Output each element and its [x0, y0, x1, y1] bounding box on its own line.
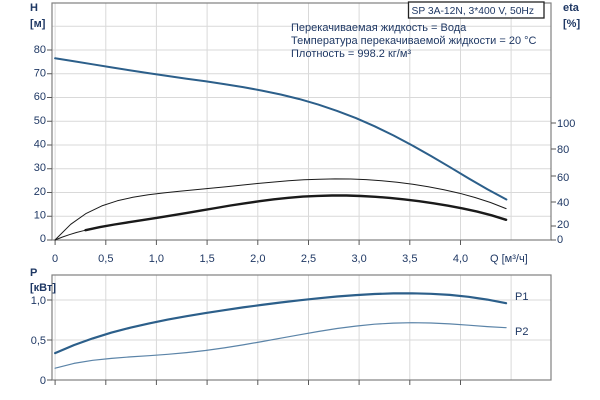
svg-text:2,0: 2,0 — [250, 253, 265, 265]
svg-text:eta: eta — [563, 2, 580, 14]
svg-text:80: 80 — [557, 144, 569, 156]
svg-text:1,0: 1,0 — [149, 253, 164, 265]
svg-text:10: 10 — [34, 210, 46, 222]
svg-text:1,5: 1,5 — [199, 253, 214, 265]
svg-text:0: 0 — [40, 233, 46, 245]
svg-text:[%]: [%] — [563, 18, 580, 30]
svg-text:80: 80 — [34, 44, 46, 56]
svg-text:Q [м³/ч]: Q [м³/ч] — [490, 253, 528, 265]
svg-text:3,5: 3,5 — [402, 253, 417, 265]
svg-text:0: 0 — [557, 234, 563, 246]
svg-text:20: 20 — [557, 219, 569, 231]
svg-text:20: 20 — [34, 186, 46, 198]
svg-text:SP 3A-12N, 3*400 V, 50Hz: SP 3A-12N, 3*400 V, 50Hz — [412, 6, 535, 17]
svg-text:Температура перекачиваемой жид: Температура перекачиваемой жидкости = 20… — [291, 35, 537, 47]
svg-text:40: 40 — [34, 139, 46, 151]
svg-text:4,0: 4,0 — [453, 253, 468, 265]
svg-text:60: 60 — [557, 172, 569, 184]
svg-text:[кВт]: [кВт] — [30, 282, 56, 294]
svg-text:2,5: 2,5 — [301, 253, 316, 265]
svg-text:0,5: 0,5 — [31, 335, 46, 347]
svg-text:0: 0 — [40, 375, 46, 387]
svg-text:40: 40 — [557, 197, 569, 209]
svg-text:3,0: 3,0 — [351, 253, 366, 265]
svg-text:H: H — [30, 2, 38, 14]
svg-text:70: 70 — [34, 68, 46, 80]
svg-text:30: 30 — [34, 162, 46, 174]
svg-text:60: 60 — [34, 91, 46, 103]
svg-text:100: 100 — [557, 118, 575, 130]
svg-text:Перекачиваемая жидкость = Вода: Перекачиваемая жидкость = Вода — [291, 22, 467, 34]
svg-text:P: P — [30, 267, 37, 279]
svg-text:[м]: [м] — [30, 18, 46, 30]
svg-text:0: 0 — [52, 253, 58, 265]
svg-text:P1: P1 — [515, 291, 528, 303]
svg-text:1,0: 1,0 — [31, 295, 46, 307]
svg-text:0,5: 0,5 — [98, 253, 113, 265]
svg-text:Плотность = 998.2 кг/м³: Плотность = 998.2 кг/м³ — [291, 48, 411, 60]
svg-text:50: 50 — [34, 115, 46, 127]
svg-text:P2: P2 — [515, 326, 528, 338]
